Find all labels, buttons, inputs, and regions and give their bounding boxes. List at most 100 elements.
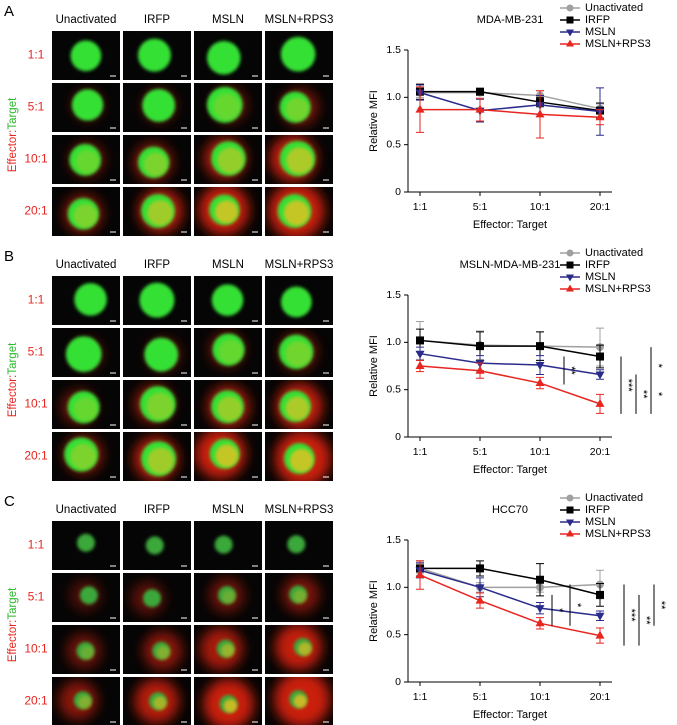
marker	[476, 342, 484, 351]
micrograph	[123, 625, 191, 674]
image-content	[274, 677, 331, 725]
series-line	[419, 365, 601, 405]
legend-label: Unactivated	[585, 247, 643, 259]
image-content	[207, 41, 241, 75]
marker	[595, 112, 605, 121]
micrograph	[265, 432, 333, 481]
marker	[535, 109, 545, 118]
image-content	[145, 536, 164, 555]
overlap	[222, 590, 236, 604]
marker	[595, 612, 605, 621]
column-header: MSLN	[212, 504, 244, 516]
column-header: MSLN+RPS3	[265, 504, 334, 516]
image-content	[133, 142, 173, 183]
column-header: IRFP	[144, 259, 171, 271]
target-cell	[79, 586, 98, 605]
marker	[415, 570, 425, 579]
row-title-effector: Effector:	[7, 620, 19, 663]
image-content	[268, 187, 325, 236]
marker	[566, 494, 574, 502]
target-cell	[280, 286, 312, 318]
overlap	[153, 696, 167, 710]
x-tick-label: 5:1	[473, 691, 488, 703]
image-content	[134, 384, 176, 424]
overlap	[223, 699, 238, 713]
marker	[595, 371, 605, 380]
panel-label: B	[4, 248, 14, 265]
marker	[535, 618, 545, 627]
panel-label: A	[4, 3, 14, 20]
overlap	[286, 147, 313, 174]
micrograph	[123, 276, 191, 325]
target-cell	[144, 337, 179, 372]
target-cell	[287, 535, 306, 554]
overlap	[220, 643, 235, 658]
overlap	[218, 339, 243, 364]
series-line	[420, 91, 601, 110]
x-tick-label: 5:1	[473, 201, 488, 213]
overlap	[298, 642, 312, 656]
micrograph	[265, 573, 333, 622]
overlap	[147, 447, 174, 474]
marker	[566, 284, 574, 292]
image-content	[138, 188, 184, 234]
marker	[566, 4, 574, 12]
overlap	[156, 646, 171, 660]
image-content	[76, 533, 95, 552]
image-content	[203, 137, 247, 180]
y-tick-label: 0.5	[386, 138, 401, 150]
significance-label: *	[652, 392, 664, 397]
marker	[475, 595, 485, 604]
micrograph	[265, 521, 333, 570]
marker	[595, 630, 605, 639]
row-title-target: Target	[7, 342, 19, 375]
overlap	[147, 200, 173, 226]
marker	[596, 590, 604, 599]
x-tick-label: 10:1	[530, 446, 551, 458]
row-title-effector: Effector:	[7, 375, 19, 418]
overlap	[289, 448, 313, 473]
y-tick-label: 0	[395, 186, 401, 198]
legend-label: MSLN	[585, 26, 616, 38]
micrograph	[123, 380, 191, 429]
micrograph	[265, 380, 333, 429]
micrograph	[52, 276, 120, 325]
column-header: Unactivated	[56, 259, 117, 271]
micrograph	[265, 328, 333, 377]
micrograph	[123, 83, 191, 132]
image-content	[143, 631, 183, 671]
overlap	[293, 694, 307, 708]
micrograph	[265, 677, 333, 725]
image-content	[65, 336, 104, 373]
overlap	[293, 589, 307, 604]
row-title-effector: Effector:	[7, 130, 19, 173]
marker	[415, 361, 425, 369]
significance-label: ***	[622, 379, 634, 393]
image-content	[69, 142, 105, 178]
micrograph	[52, 432, 120, 481]
x-tick-label: 20:1	[590, 446, 611, 458]
legend-label: MSLN	[585, 516, 616, 528]
row-label: 1:1	[28, 48, 45, 62]
x-tick-label: 10:1	[530, 201, 551, 213]
micrograph	[123, 573, 191, 622]
chart-title: MSLN-MDA-MB-231	[460, 259, 561, 271]
image-content	[71, 89, 104, 121]
series-line	[419, 574, 601, 637]
row-label: 5:1	[28, 345, 45, 359]
image-content	[70, 40, 102, 72]
marker	[566, 274, 574, 282]
row-title: Effector:Target	[7, 97, 19, 172]
x-tick-label: 20:1	[590, 691, 611, 703]
row-label: 10:1	[24, 152, 48, 166]
image-content	[74, 283, 107, 316]
image-content	[275, 625, 322, 671]
image-content	[134, 678, 180, 724]
overlap	[285, 97, 309, 121]
micrograph	[123, 187, 191, 236]
micrograph	[194, 83, 262, 132]
image-content	[139, 282, 175, 318]
overlap	[214, 200, 238, 224]
row-label: 10:1	[24, 397, 48, 411]
target-cell	[74, 283, 107, 316]
